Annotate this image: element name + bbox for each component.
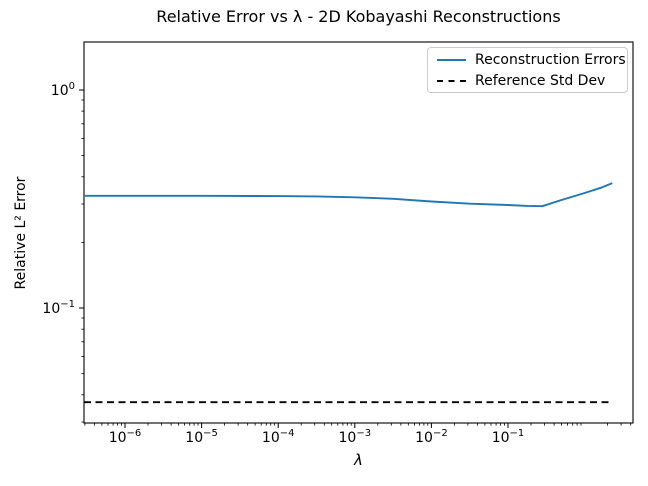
- legend-entry-reference-std-dev: Reference Std Dev: [437, 73, 619, 89]
- legend-solid-line-sample: [437, 58, 466, 61]
- y-axis-label: Relative L² Error: [13, 176, 29, 290]
- x-axis-label: λ: [354, 451, 363, 469]
- x-tick-label: 10−1: [492, 428, 525, 446]
- legend-label: Reference Std Dev: [475, 72, 606, 89]
- x-tick-label: 10−3: [339, 428, 372, 446]
- chart-title: Relative Error vs λ - 2D Kobayashi Recon…: [156, 7, 561, 26]
- x-tick-label: 10−6: [109, 428, 142, 446]
- x-tick-label: 10−5: [185, 428, 218, 446]
- legend-dashed-line-sample: [437, 79, 466, 82]
- x-tick-label: 10−4: [262, 428, 295, 446]
- y-tick-label: 10−1: [42, 299, 75, 317]
- legend-entry-reconstruction-errors: Reconstruction Errors: [437, 52, 626, 68]
- series-line-reconstruction-errors: [84, 182, 613, 208]
- x-tick-label: 10−2: [415, 428, 448, 446]
- legend: Reconstruction Errors Reference Std Dev: [427, 47, 628, 93]
- axes-frame: [83, 41, 634, 424]
- legend-label: Reconstruction Errors: [475, 51, 626, 68]
- y-tick-label: 100: [51, 81, 75, 99]
